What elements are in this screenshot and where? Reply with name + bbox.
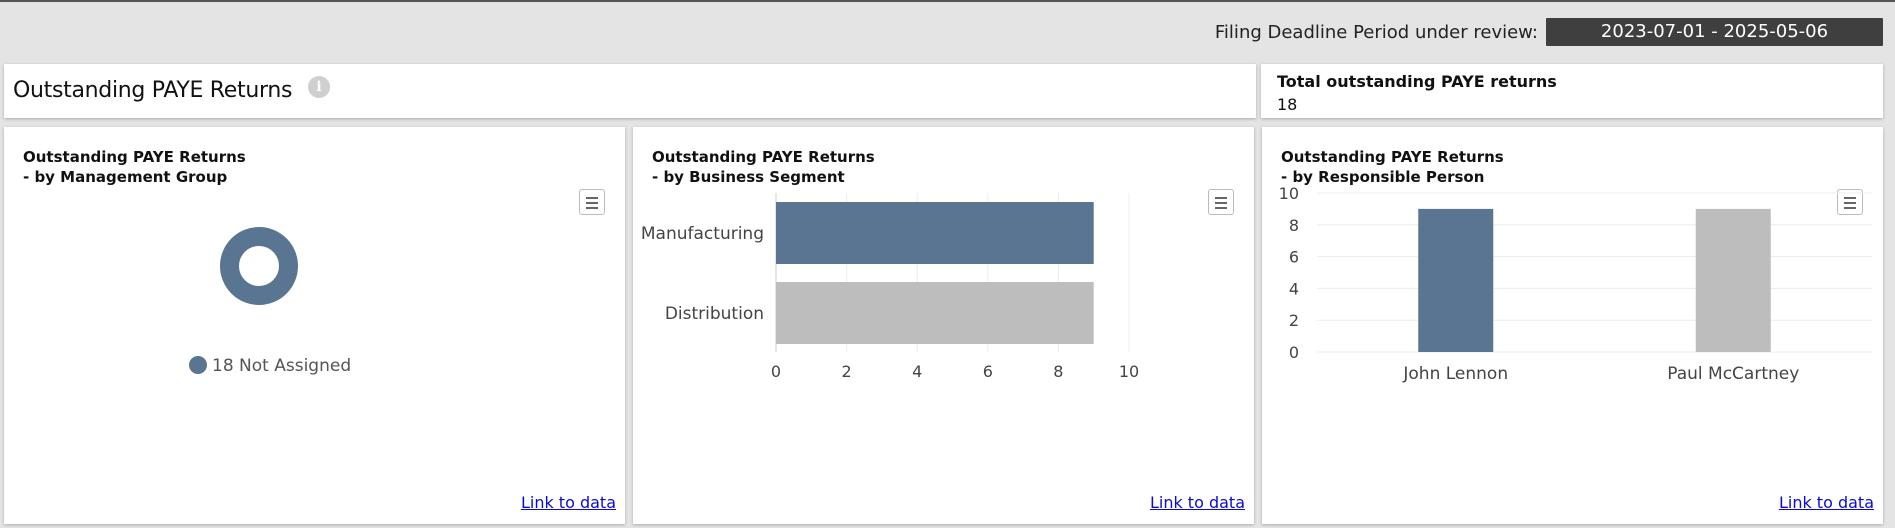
category-label: John Lennon bbox=[1402, 364, 1508, 384]
donut-slice bbox=[220, 227, 298, 305]
bar bbox=[1418, 208, 1494, 352]
chart-menu-button[interactable] bbox=[1208, 189, 1234, 215]
y-tick-label: 10 bbox=[1279, 184, 1299, 203]
donut-chart: 18 Not Assigned bbox=[189, 227, 351, 376]
y-tick-label: 2 bbox=[1289, 311, 1299, 330]
x-tick-label: 10 bbox=[1119, 362, 1139, 381]
chart-title-line1: Outstanding PAYE Returns bbox=[652, 148, 875, 166]
y-tick-label: 6 bbox=[1289, 248, 1299, 267]
chart-title-line1: Outstanding PAYE Returns bbox=[23, 148, 246, 166]
page-title: Outstanding PAYE Returns bbox=[13, 78, 293, 103]
total-value: 18 bbox=[1277, 95, 1298, 114]
menu-icon bbox=[1215, 197, 1227, 199]
bar bbox=[776, 202, 1094, 264]
chart-title: Outstanding PAYE Returns - by Management… bbox=[23, 147, 246, 187]
period-label: Filing Deadline Period under review: bbox=[1214, 22, 1538, 43]
bar bbox=[776, 282, 1094, 344]
business-segment-chart-card: Outstanding PAYE Returns - by Business S… bbox=[633, 127, 1254, 524]
vertical-bar-chart: 0 2 4 6 8 10 John Lennon Paul McCartney bbox=[1279, 184, 1872, 384]
info-icon[interactable]: i bbox=[308, 76, 330, 98]
total-outstanding-card: Total outstanding PAYE returns 18 bbox=[1261, 64, 1883, 118]
menu-icon bbox=[586, 197, 598, 199]
menu-icon bbox=[1844, 197, 1856, 199]
chart-title-line2: - by Management Group bbox=[23, 168, 228, 186]
y-tick-label: 0 bbox=[1289, 343, 1299, 362]
link-to-data[interactable]: Link to data bbox=[1778, 493, 1874, 512]
category-label: Distribution bbox=[665, 304, 764, 324]
legend-marker bbox=[189, 356, 207, 374]
chart-title: Outstanding PAYE Returns - by Business S… bbox=[652, 147, 875, 187]
legend-label: 18 Not Assigned bbox=[212, 356, 351, 376]
y-tick-label: 8 bbox=[1289, 216, 1299, 235]
chart-title: Outstanding PAYE Returns - by Responsibl… bbox=[1281, 147, 1504, 187]
x-tick-label: 2 bbox=[842, 362, 852, 381]
total-label: Total outstanding PAYE returns bbox=[1277, 72, 1557, 91]
link-to-data[interactable]: Link to data bbox=[1149, 493, 1245, 512]
category-label: Paul McCartney bbox=[1667, 364, 1799, 384]
y-tick-label: 4 bbox=[1289, 279, 1299, 298]
chart-title-line2: - by Responsible Person bbox=[1281, 168, 1485, 186]
link-to-data[interactable]: Link to data bbox=[520, 493, 616, 512]
top-filter-bar: Filing Deadline Period under review: 202… bbox=[0, 2, 1895, 62]
bar bbox=[1695, 208, 1771, 352]
chart-menu-button[interactable] bbox=[579, 189, 605, 215]
x-tick-label: 4 bbox=[912, 362, 922, 381]
management-group-chart-card: Outstanding PAYE Returns - by Management… bbox=[4, 127, 625, 524]
category-label: Manufacturing bbox=[641, 224, 764, 244]
responsible-person-chart-card: Outstanding PAYE Returns - by Responsibl… bbox=[1262, 127, 1883, 524]
title-card: Outstanding PAYE Returns i bbox=[4, 64, 1256, 118]
x-tick-label: 0 bbox=[771, 362, 781, 381]
horizontal-bar-chart: 0 2 4 6 8 10 Manufacturing Distribution bbox=[641, 193, 1139, 381]
x-tick-label: 6 bbox=[983, 362, 993, 381]
period-selector[interactable]: 2023-07-01 - 2025-05-06 bbox=[1546, 18, 1883, 46]
chart-title-line2: - by Business Segment bbox=[652, 168, 845, 186]
x-tick-label: 8 bbox=[1053, 362, 1063, 381]
chart-title-line1: Outstanding PAYE Returns bbox=[1281, 148, 1504, 166]
